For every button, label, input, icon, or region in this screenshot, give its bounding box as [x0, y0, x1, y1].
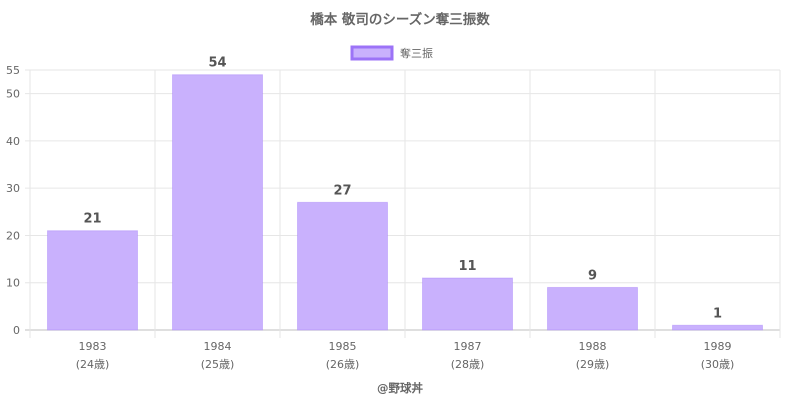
x-tick-label: 1989: [704, 340, 732, 353]
y-tick-label: 55: [6, 64, 20, 77]
legend[interactable]: 奪三振: [350, 45, 433, 61]
y-tick-label: 30: [6, 182, 20, 195]
data-label-1988: 9: [588, 268, 597, 283]
data-label-1989: 1: [713, 306, 722, 321]
x-tick-sublabel: (25歳): [201, 358, 235, 371]
bar-1985[interactable]: [297, 201, 388, 331]
bar-1987[interactable]: [422, 277, 513, 331]
x-tick-label: 1983: [79, 340, 107, 353]
y-tick-label: 50: [6, 88, 20, 101]
bars: [47, 74, 763, 331]
credit-text: @野球丼: [377, 381, 423, 395]
data-label-1983: 21: [83, 212, 101, 227]
x-tick-label: 1985: [329, 340, 357, 353]
y-tick-label: 20: [6, 229, 20, 242]
x-tick-sublabel: (26歳): [326, 358, 360, 371]
x-tick-label: 1984: [204, 340, 232, 353]
x-tick-sublabel: (28歳): [451, 358, 485, 371]
data-label-1987: 11: [458, 259, 476, 274]
chart-title: 橋本 敬司のシーズン奪三振数: [310, 11, 490, 28]
y-axis-ticks: 0 10 20 30 40 50 55: [6, 64, 20, 337]
x-tick-label: 1987: [454, 340, 482, 353]
data-labels: 21 54 27 11 9 1: [83, 56, 722, 322]
y-tick-label: 40: [6, 135, 20, 148]
x-tick-sublabel: (30歳): [701, 358, 735, 371]
legend-label: 奪三振: [400, 46, 433, 60]
bar-1983[interactable]: [47, 230, 138, 331]
y-tick-label: 10: [6, 277, 20, 290]
x-tick-label: 1988: [579, 340, 607, 353]
legend-swatch: [350, 45, 394, 61]
bar-1988[interactable]: [547, 286, 638, 331]
x-tick-sublabel: (29歳): [576, 358, 610, 371]
x-axis-ticks: 1983 (24歳) 1984 (25歳) 1985 (26歳) 1987 (28歳) 1988…: [76, 340, 735, 371]
gridlines: [25, 69, 781, 338]
bar-1984[interactable]: [172, 74, 263, 331]
x-tick-sublabel: (24歳): [76, 358, 110, 371]
data-label-1984: 54: [208, 56, 226, 71]
y-tick-label: 0: [13, 324, 20, 337]
bar-1989[interactable]: [672, 324, 763, 331]
data-label-1985: 27: [333, 183, 351, 198]
